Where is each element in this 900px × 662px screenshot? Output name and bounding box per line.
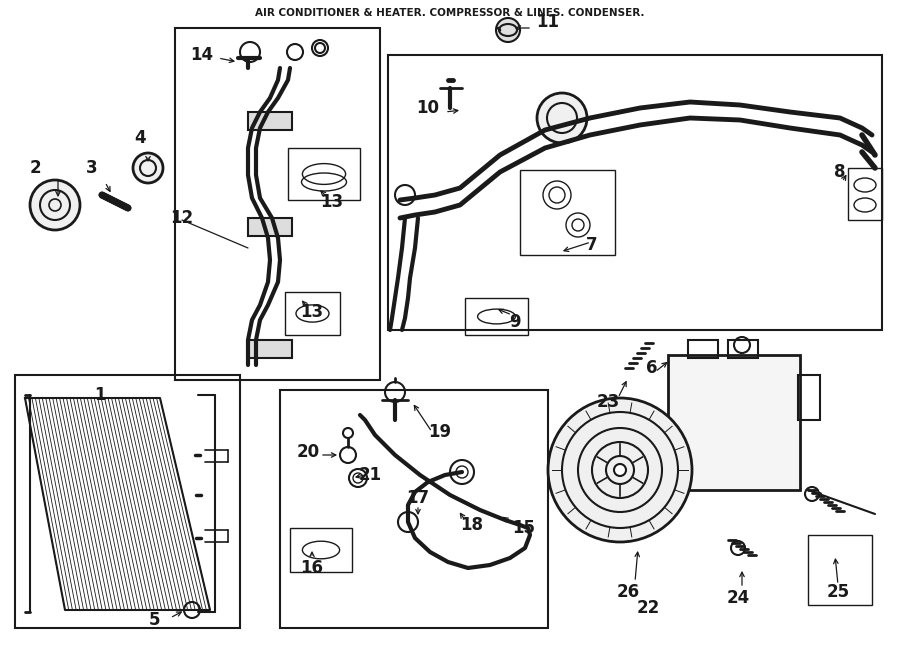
Bar (465, 298, 528, 335)
Bar (248, 112, 292, 130)
Text: 23: 23 (597, 393, 619, 411)
Bar (520, 170, 615, 255)
Bar (288, 148, 360, 200)
Text: 15: 15 (512, 519, 535, 537)
Text: 14: 14 (191, 46, 213, 64)
Bar (808, 535, 872, 605)
Bar (668, 355, 800, 490)
Text: 11: 11 (536, 13, 560, 31)
Text: 3: 3 (86, 159, 98, 177)
Text: 8: 8 (834, 163, 846, 181)
Text: 18: 18 (461, 516, 483, 534)
Text: 4: 4 (134, 129, 146, 147)
Circle shape (537, 93, 587, 143)
Text: 9: 9 (509, 313, 521, 331)
Text: 1: 1 (94, 386, 106, 404)
Bar (798, 375, 820, 420)
Circle shape (614, 464, 626, 476)
Bar (290, 528, 352, 572)
Text: 10: 10 (417, 99, 439, 117)
Text: 22: 22 (636, 599, 660, 617)
Circle shape (548, 398, 692, 542)
Bar (175, 28, 380, 380)
Text: 13: 13 (301, 303, 324, 321)
Bar (728, 340, 758, 358)
Bar (248, 340, 292, 358)
Text: 12: 12 (170, 209, 194, 227)
Text: 16: 16 (301, 559, 323, 577)
Bar (848, 168, 882, 220)
Text: 19: 19 (428, 423, 452, 441)
Text: AIR CONDITIONER & HEATER. COMPRESSOR & LINES. CONDENSER.: AIR CONDITIONER & HEATER. COMPRESSOR & L… (256, 8, 644, 18)
Bar (248, 218, 292, 236)
Text: 17: 17 (407, 489, 429, 507)
Text: 13: 13 (320, 193, 344, 211)
Circle shape (496, 18, 520, 42)
Text: 6: 6 (646, 359, 658, 377)
Text: 26: 26 (616, 583, 640, 601)
Text: 24: 24 (726, 589, 750, 607)
Bar (285, 292, 340, 335)
Bar (15, 375, 240, 628)
Text: 21: 21 (358, 466, 382, 484)
Text: 2: 2 (29, 159, 40, 177)
Bar (388, 55, 882, 330)
Text: 5: 5 (149, 611, 161, 629)
Text: 25: 25 (826, 583, 850, 601)
Circle shape (133, 153, 163, 183)
Text: 20: 20 (296, 443, 320, 461)
Bar (688, 340, 718, 358)
Bar (280, 390, 548, 628)
Text: 7: 7 (586, 236, 598, 254)
Circle shape (30, 180, 80, 230)
